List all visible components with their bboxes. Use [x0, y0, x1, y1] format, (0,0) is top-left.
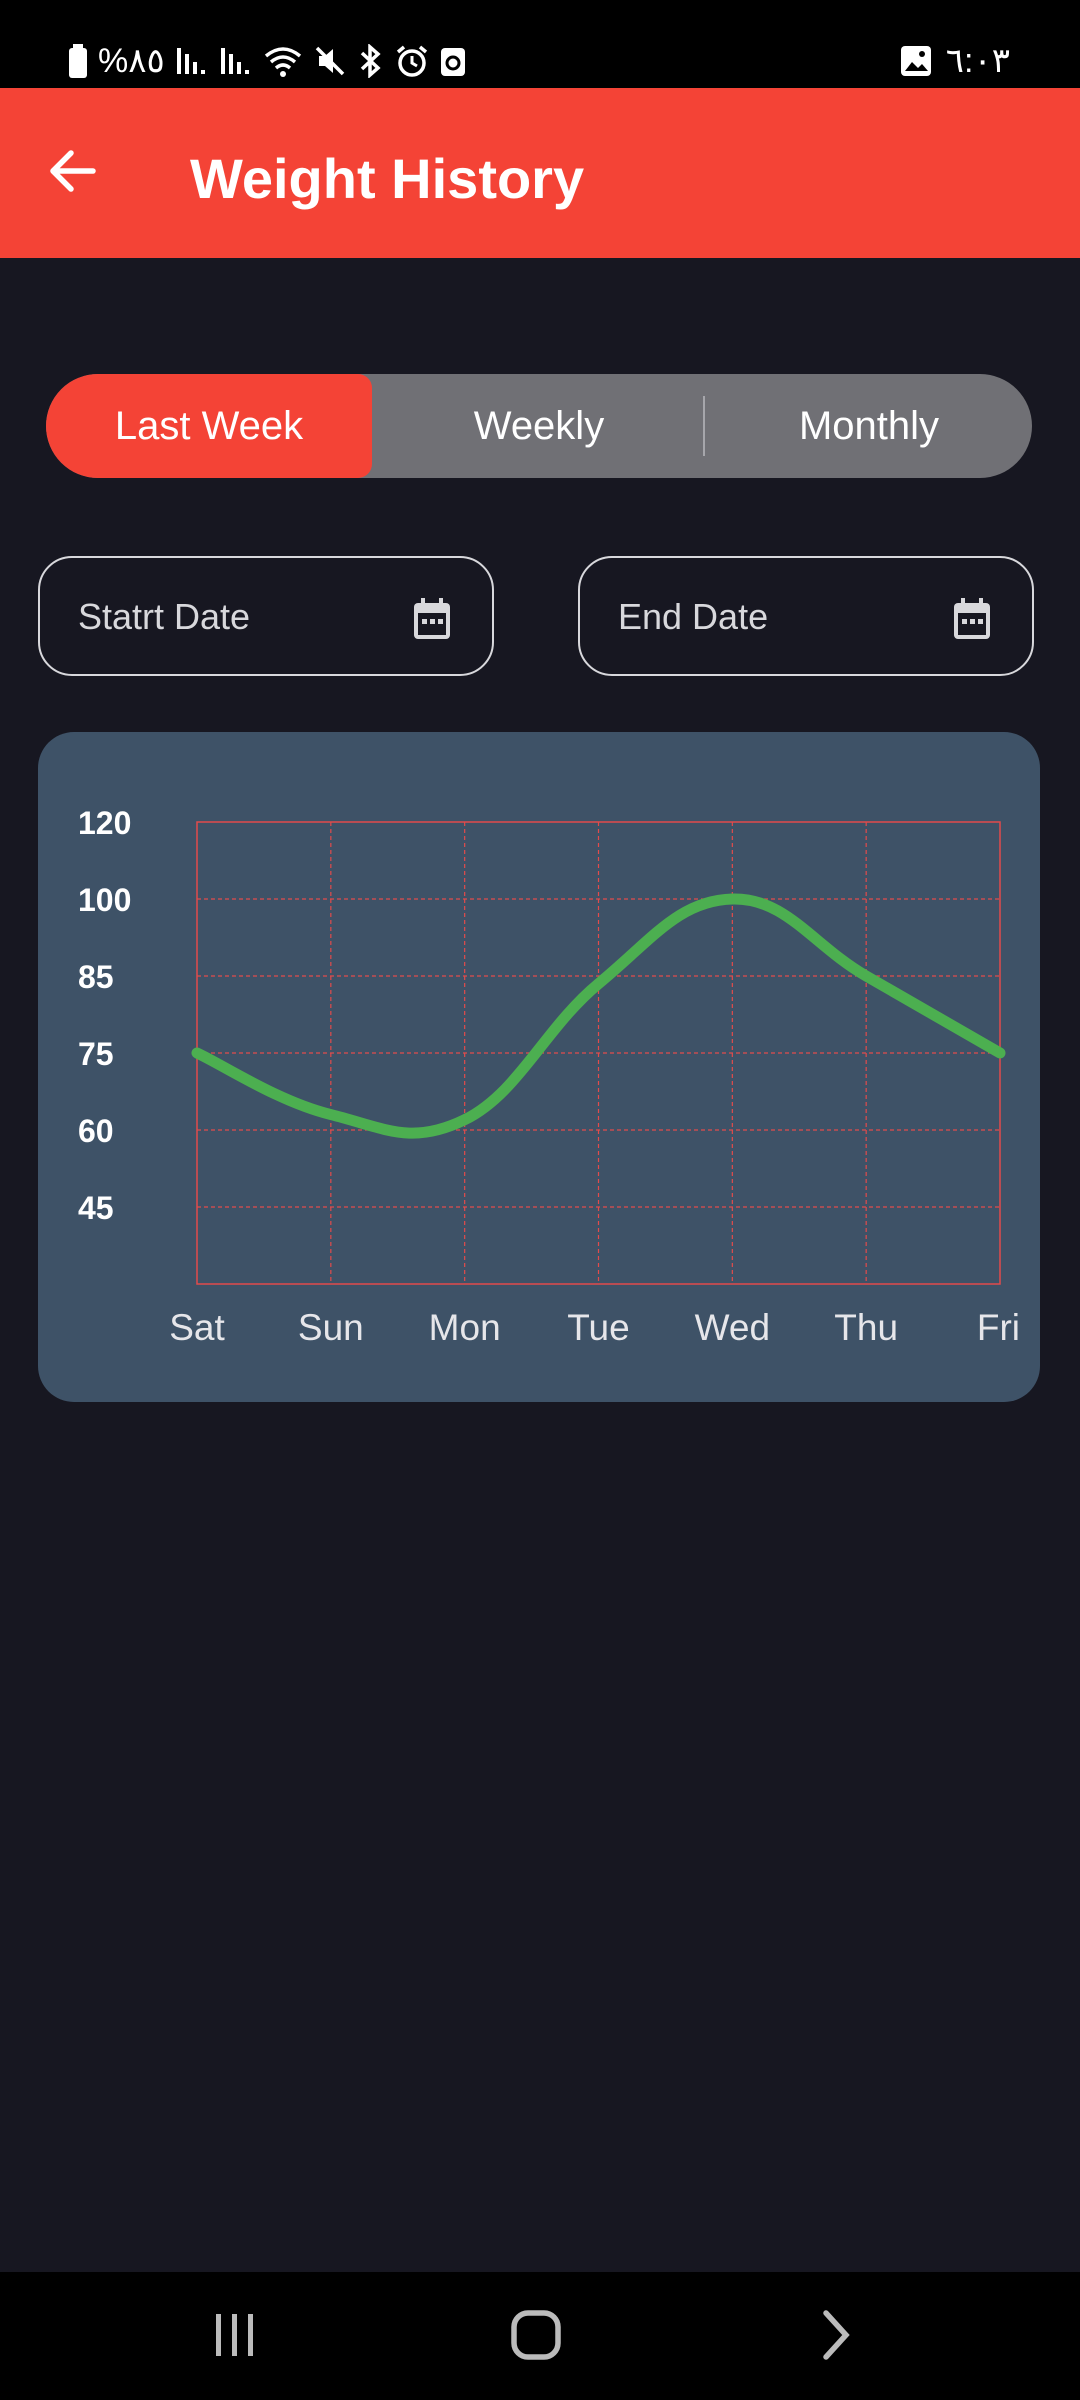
x-tick-label: Sat	[169, 1307, 225, 1348]
page-title: Weight History	[190, 147, 585, 210]
weight-chart-card: 120 100 85 75 60 45 Sat Sun Mon Tue Wed Thu Fri	[38, 732, 1040, 1402]
segment-divider	[703, 396, 705, 456]
signal-icon	[219, 44, 253, 78]
segment-weekly[interactable]: Weekly	[473, 403, 605, 448]
calendar-icon[interactable]	[412, 597, 452, 646]
x-tick-label: Tue	[567, 1307, 629, 1348]
alarm-icon	[395, 44, 429, 78]
x-tick-label: Wed	[695, 1307, 770, 1348]
end-date-field[interactable]: End Date	[578, 556, 1034, 676]
back-nav-button[interactable]	[806, 2302, 866, 2372]
mute-icon	[313, 44, 347, 78]
y-tick-label: 75	[78, 1036, 114, 1072]
back-chevron-icon	[818, 2309, 854, 2366]
start-date-field[interactable]: Statrt Date	[38, 556, 494, 676]
period-segmented-control: Last Week Weekly Monthly	[46, 374, 1032, 478]
wifi-icon	[263, 44, 303, 78]
segment-last-week[interactable]: Last Week	[46, 374, 372, 478]
back-button[interactable]	[38, 133, 108, 213]
y-tick-label: 100	[78, 882, 131, 918]
signal-icon	[175, 44, 209, 78]
status-left: %٨٥	[68, 38, 467, 84]
recent-apps-button[interactable]	[200, 2302, 270, 2372]
status-right: ٦:٠٣	[900, 38, 1010, 84]
y-tick-label: 120	[78, 805, 131, 841]
home-button[interactable]	[500, 2302, 572, 2372]
y-tick-label: 45	[78, 1190, 114, 1226]
battery-icon	[68, 44, 88, 78]
x-tick-label: Mon	[429, 1307, 501, 1348]
weight-series-line	[191, 893, 1006, 1139]
x-tick-label: Fri	[977, 1307, 1020, 1348]
home-icon	[510, 2309, 562, 2366]
y-tick-label: 60	[78, 1113, 114, 1149]
recycle-icon	[439, 44, 467, 78]
y-tick-label: 85	[78, 959, 114, 995]
x-tick-label: Thu	[834, 1307, 898, 1348]
end-date-label: End Date	[618, 596, 769, 637]
calendar-icon[interactable]	[952, 597, 992, 646]
arrow-left-icon	[49, 149, 97, 198]
status-bar: %٨٥ ٦:٠٣	[0, 0, 1080, 88]
segment-monthly[interactable]: Monthly	[798, 403, 940, 448]
system-nav-bar	[0, 2272, 1080, 2400]
weight-line-chart: 120 100 85 75 60 45 Sat Sun Mon Tue Wed Thu Fri	[78, 805, 1020, 1348]
x-tick-label: Sun	[298, 1307, 364, 1348]
status-time: ٦:٠٣	[945, 42, 1010, 80]
battery-percent: %٨٥	[98, 42, 165, 80]
app-bar: Weight History	[0, 88, 1080, 258]
recent-apps-icon	[212, 2312, 258, 2363]
bluetooth-icon	[357, 44, 385, 78]
gallery-icon	[900, 45, 932, 77]
start-date-label: Statrt Date	[78, 596, 251, 637]
